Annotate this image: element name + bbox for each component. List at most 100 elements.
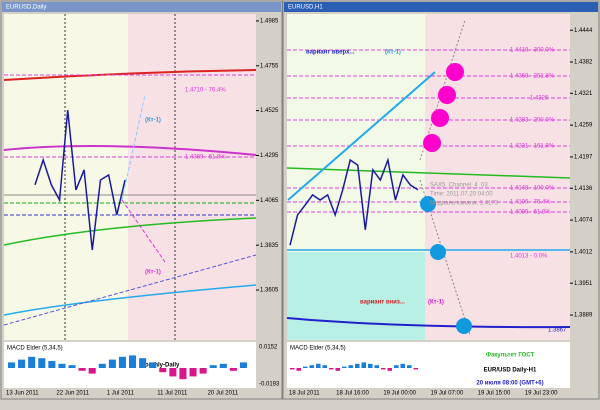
macd-bar — [88, 368, 96, 374]
macd-bar — [169, 368, 177, 377]
y-tick-label: 1.4755 — [260, 63, 279, 69]
right-titlebar — [284, 2, 598, 12]
macd-bar — [219, 363, 227, 368]
y-tick-label: 1.4136 — [574, 186, 593, 192]
info-line: Медиана канала: 1.4173 — [430, 201, 499, 207]
projection-down — [121, 199, 166, 263]
ma-green — [286, 167, 571, 179]
macd-bar — [179, 368, 187, 380]
caption: 20 июля 08:00 (GMT+6) — [476, 381, 543, 387]
x-tick-label: 19 Jul 23:00 — [525, 391, 558, 397]
left-title: EURUSD,Daily — [6, 5, 46, 11]
y-tick-label: 1.4197 — [574, 155, 593, 161]
macd-bar — [38, 358, 46, 368]
level-label: 1.4283 - 200.0% — [510, 118, 555, 124]
price-line — [34, 109, 126, 251]
macd-bar — [139, 358, 147, 368]
macd-bar — [28, 356, 36, 368]
caption: Monthly-Daily — [140, 363, 180, 369]
caption: Факультет ГОСТ — [486, 353, 535, 359]
y-tick-label: 1.4065 — [260, 198, 279, 204]
x-tick-label: 18 Jul 16:00 — [336, 391, 369, 397]
annotation: (Кт-1) — [145, 270, 161, 276]
macd-bar — [239, 362, 247, 368]
annotation: вариант вниз... — [360, 300, 405, 306]
macd-bar — [199, 368, 207, 374]
annotation: (Кт-1) — [428, 300, 444, 306]
level-label: 1.4326 — [530, 96, 549, 102]
caption: EUR/USD Daily-H1 — [484, 368, 537, 374]
macd-bar — [290, 368, 295, 370]
level-label: 1.4148 - 100.0% — [510, 186, 555, 192]
y-tick-label: 1.4012 — [574, 249, 593, 255]
left-future-zone — [128, 14, 256, 340]
level-label: 1.4106 - 76.4% — [510, 200, 551, 206]
y-tick-label: 1.4074 — [574, 218, 593, 224]
macd-bar — [407, 365, 412, 368]
y-tick-label: 1.3889 — [574, 313, 593, 319]
right-title: EURUSD,H1 — [288, 5, 323, 11]
macd-bar — [58, 363, 66, 368]
macd-bar — [189, 368, 197, 377]
level-label: 1.4389 - 61.8% — [185, 155, 226, 161]
macd-bar — [129, 355, 137, 368]
macd-bar — [355, 363, 360, 368]
y-tick-label: 1.4259 — [574, 123, 593, 129]
projection-down — [419, 179, 471, 336]
trend-line — [3, 254, 257, 326]
level-label: 1.3867 — [548, 328, 567, 334]
macd-bar — [48, 361, 56, 368]
right-macd-pane — [287, 342, 570, 388]
ma-magenta — [3, 145, 257, 156]
x-tick-label: 11 Jul 2011 — [157, 391, 188, 397]
macd-bar — [374, 365, 380, 368]
macd-bar — [342, 366, 347, 368]
macd-bar — [303, 366, 308, 368]
macd-bar — [316, 363, 321, 368]
y-tick-label: 1.4382 — [574, 60, 593, 66]
info-line: Time: 2011.07.20 04:00 — [430, 192, 493, 198]
macd-bar — [209, 365, 217, 368]
macd-bar — [108, 359, 116, 368]
y-tick-label: 1.3605 — [260, 288, 279, 294]
macd-bar — [368, 363, 373, 368]
info-line: SAX5_Channel_4_03 — [430, 183, 488, 189]
macd-bar — [348, 365, 354, 368]
macd-bar — [159, 368, 167, 373]
macd-label: MACD Elder (5,34,5) — [7, 346, 63, 352]
macd-bar — [18, 359, 26, 368]
annotation: (Кт-1) — [385, 50, 401, 56]
macd-bar — [329, 368, 334, 370]
macd-label: MACD Elder (5,34,5) — [290, 346, 346, 352]
macd-bar — [361, 362, 367, 368]
macd-bar — [394, 365, 399, 368]
level-label: 1.4231 - 161.8% — [510, 144, 555, 150]
level-labels: 1.4418 - 300.0% 1.4368 - 261.8% 1.4326 1… — [510, 48, 555, 260]
macd-bar — [400, 363, 406, 368]
macd-tick: -0.0193 — [259, 382, 280, 388]
macd-bar — [309, 365, 315, 368]
y-tick-label: 1.4444 — [574, 28, 593, 34]
macd-bar — [68, 365, 76, 368]
left-titlebar — [2, 2, 281, 12]
x-tick-label: 19 Jul 15:00 — [478, 391, 511, 397]
y-tick-label: 1.3835 — [260, 243, 279, 249]
annotation: (Кт-1) — [145, 118, 161, 124]
macd-bar — [78, 368, 86, 371]
y-tick-label: 1.4985 — [260, 19, 279, 25]
macd-bar — [149, 362, 157, 368]
ma-red — [3, 69, 257, 81]
macd-bar — [413, 368, 419, 370]
annotation: вариант вверх... — [306, 50, 355, 56]
macd-bar — [98, 363, 106, 368]
y-tick-label: 1.4321 — [574, 91, 593, 97]
target-up — [423, 63, 464, 152]
x-tick-label: 19 Jul 07:00 — [431, 391, 464, 397]
channel-line — [287, 71, 436, 201]
x-tick-label: 1 Jul 2011 — [107, 391, 135, 397]
y-tick-label: 1.4525 — [260, 108, 279, 114]
ma-blue — [286, 317, 571, 329]
y-tick-label: 1.4295 — [260, 153, 279, 159]
left-zone — [4, 14, 128, 340]
